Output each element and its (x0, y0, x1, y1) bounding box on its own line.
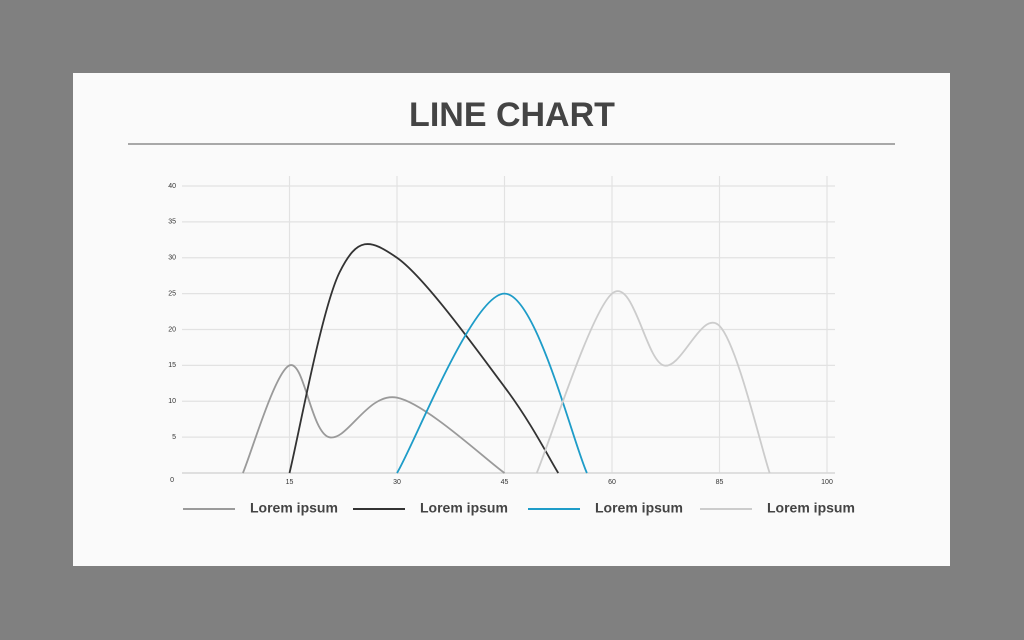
line (242, 364, 506, 474)
y-tick-label: 0 (170, 477, 174, 484)
x-tick-label: 85 (716, 479, 724, 486)
line (535, 290, 771, 474)
legend-label: Lorem ipsum (420, 500, 508, 516)
x-tick-label: 100 (821, 479, 833, 486)
line (396, 292, 588, 474)
card (73, 73, 950, 566)
x-tick-label: 30 (393, 479, 401, 486)
y-tick-label: 40 (168, 183, 176, 190)
legend-label: Lorem ipsum (595, 500, 683, 516)
chart-title: LINE CHART (409, 96, 615, 134)
x-tick-label: 45 (501, 479, 509, 486)
y-tick-label: 30 (168, 255, 176, 262)
x-tick-label: 60 (608, 479, 616, 486)
y-tick-label: 25 (168, 290, 176, 297)
y-tick-label: 15 (168, 362, 176, 369)
y-tick-label: 35 (168, 219, 176, 226)
legend-label: Lorem ipsum (250, 500, 338, 516)
y-tick-label: 10 (168, 398, 176, 405)
legend-label: Lorem ipsum (767, 500, 855, 516)
line (288, 243, 560, 474)
x-tick-label: 15 (286, 479, 294, 486)
y-tick-label: 20 (168, 326, 176, 333)
y-tick-label: 5 (172, 434, 176, 441)
